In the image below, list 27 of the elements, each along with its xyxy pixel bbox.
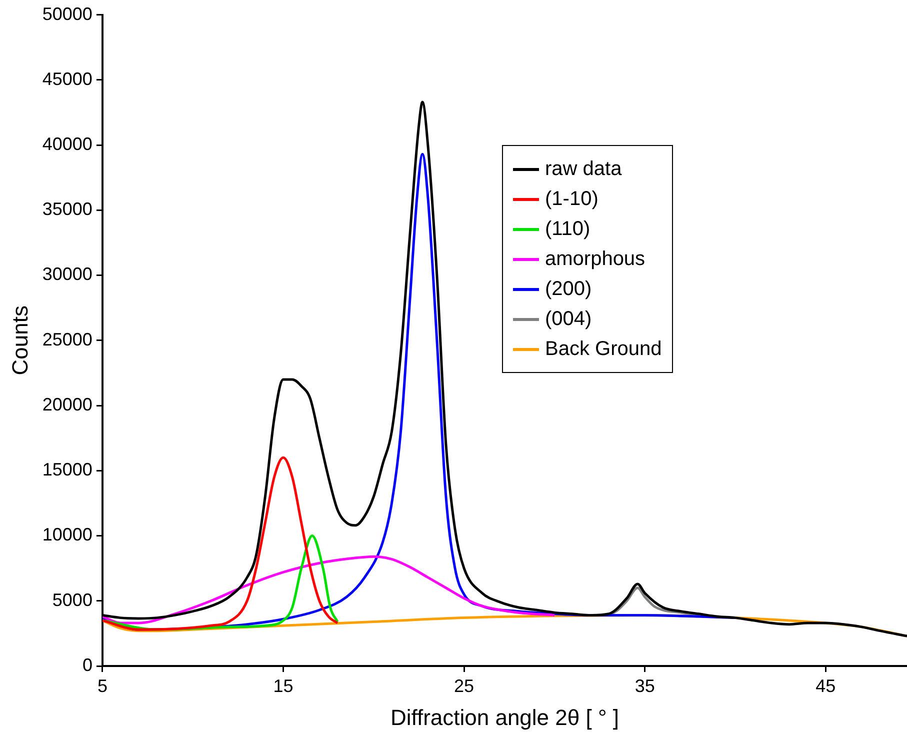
x-tick-label: 15 (273, 676, 294, 696)
legend-label: (1-10) (545, 187, 598, 212)
legend-label: (200) (545, 277, 592, 302)
x-tick-label: 5 (97, 676, 108, 696)
y-tick-label: 40000 (42, 134, 92, 154)
y-tick-label: 20000 (42, 394, 92, 414)
x-tick-label: 25 (454, 676, 474, 696)
legend-label: Back Ground (545, 337, 662, 362)
y-tick-label: 15000 (42, 460, 92, 480)
y-tick-label: 25000 (42, 329, 92, 350)
x-axis-title: Diffraction angle 2θ [ ° ] (390, 704, 619, 730)
line-series (102, 555, 556, 624)
x-tick-label: 45 (816, 676, 836, 696)
y-tick-label: 10000 (42, 524, 92, 545)
legend-label: amorphous (545, 247, 646, 272)
x-tick-label: 35 (634, 676, 655, 696)
y-tick-label: 30000 (42, 264, 92, 284)
y-tick-label: 0 (82, 654, 92, 675)
legend-label: (004) (545, 307, 592, 332)
y-tick-label: 35000 (42, 199, 92, 220)
y-tick-label: 45000 (42, 68, 92, 89)
legend-label: raw data (545, 157, 622, 182)
line-series (102, 456, 339, 631)
legend-label: (110) (545, 217, 590, 242)
y-tick-label: 5000 (52, 590, 92, 610)
y-tick-label: 50000 (42, 4, 92, 24)
y-axis-title: Counts (7, 306, 32, 376)
